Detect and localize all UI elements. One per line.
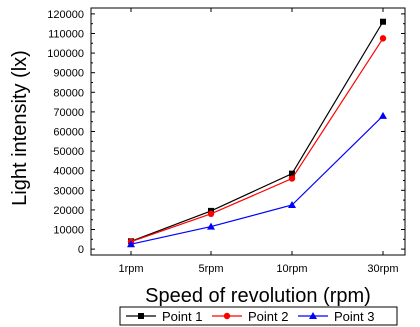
y-tick-label: 80000 bbox=[53, 87, 84, 99]
data-point-circle bbox=[207, 210, 215, 218]
data-point-triangle bbox=[207, 222, 215, 230]
x-tick-label: 5rpm bbox=[198, 263, 223, 275]
y-tick-label: 20000 bbox=[53, 205, 84, 217]
data-point-square bbox=[380, 18, 386, 25]
data-point-triangle bbox=[288, 201, 296, 209]
y-tick-label: 0 bbox=[78, 244, 84, 256]
axes bbox=[90, 7, 406, 256]
x-tick-label: 30rpm bbox=[367, 263, 398, 275]
legend-label: Point 1 bbox=[162, 309, 202, 324]
data-point-square bbox=[138, 313, 144, 319]
legend-label: Point 3 bbox=[334, 309, 374, 324]
data-point-circle bbox=[288, 175, 296, 182]
series-line bbox=[130, 38, 384, 243]
x-tick-label: 1rpm bbox=[118, 263, 143, 275]
y-tick-label: 110000 bbox=[48, 28, 84, 40]
data-point-triangle bbox=[309, 312, 317, 319]
y-tick-label: 10000 bbox=[53, 225, 84, 237]
x-axis-label: Speed of revolution (rpm) bbox=[145, 285, 371, 307]
y-axis-label: Light intensity (lx) bbox=[9, 50, 31, 206]
y-tick-label: 100000 bbox=[47, 48, 84, 60]
series-line bbox=[130, 115, 384, 245]
y-tick-label: 120000 bbox=[47, 9, 84, 21]
data-point-circle bbox=[379, 35, 387, 42]
series-point-3 bbox=[127, 111, 387, 248]
plot-frame bbox=[90, 7, 406, 256]
data-point-square bbox=[289, 170, 295, 177]
legend-box bbox=[119, 306, 398, 326]
y-tick-label: 70000 bbox=[53, 107, 84, 119]
data-point-triangle bbox=[127, 240, 135, 248]
legend: Point 1 Point 2 Point 3 bbox=[119, 306, 398, 326]
y-tick-label: 50000 bbox=[53, 146, 84, 158]
y-tick-label: 90000 bbox=[53, 68, 84, 80]
data-point-circle bbox=[223, 312, 231, 320]
y-tick-label: 60000 bbox=[53, 127, 84, 139]
data-point-triangle bbox=[379, 111, 387, 119]
x-axis-ticks: 1rpm 5rpm 10rpm 30rpm bbox=[118, 8, 399, 275]
y-axis-ticks: 0 10000 20000 30000 40000 50000 60000 70000 8000… bbox=[47, 9, 405, 256]
y-tick-label: 40000 bbox=[53, 166, 84, 178]
series-point-1 bbox=[128, 18, 386, 245]
x-tick-label: 10rpm bbox=[276, 263, 307, 275]
legend-label: Point 2 bbox=[248, 309, 288, 324]
series-line bbox=[130, 21, 384, 242]
series-group bbox=[127, 18, 387, 248]
y-tick-label: 30000 bbox=[53, 185, 84, 197]
series-point-2 bbox=[127, 35, 387, 245]
